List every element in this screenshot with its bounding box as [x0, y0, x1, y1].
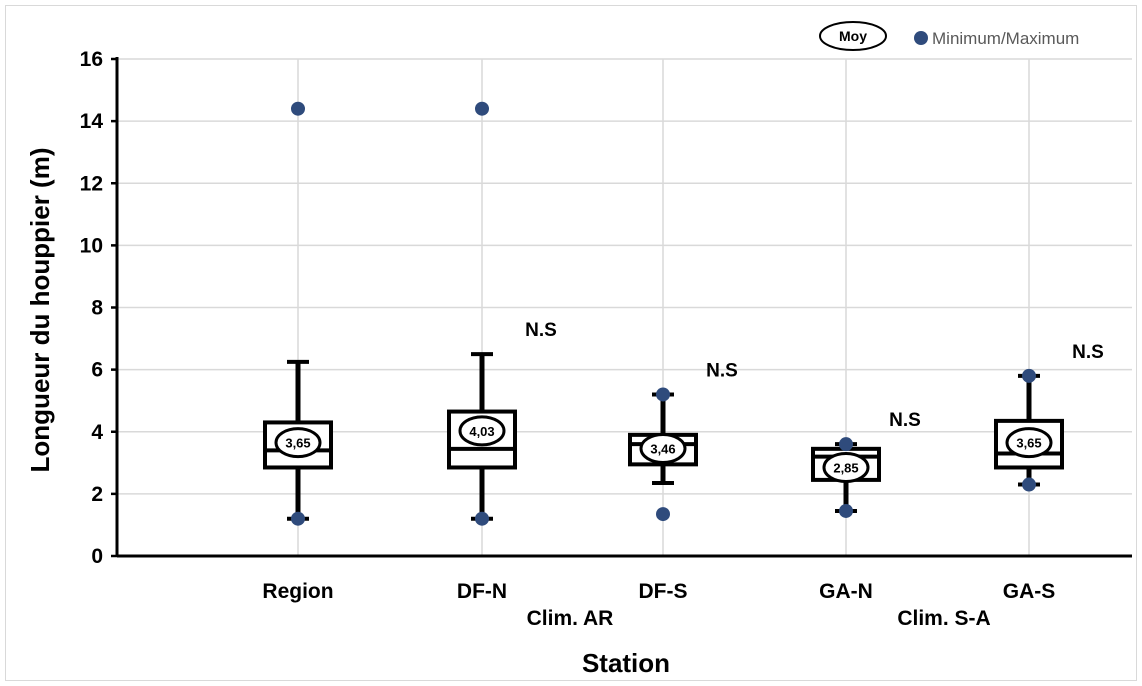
mean-label: 3,65	[285, 436, 310, 451]
y-tick-label: 12	[80, 172, 103, 195]
y-tick-label: 16	[80, 48, 103, 71]
min-point	[839, 503, 853, 518]
mean-label: 3,65	[1016, 436, 1041, 451]
y-tick-label: 4	[91, 421, 103, 444]
mean-marker	[274, 427, 322, 459]
box-series: 3,65 4,03 N.S 3,46 N.S 2,85 N.S 3,65 N.S	[263, 101, 1104, 526]
y-tick-label: 8	[91, 297, 103, 320]
axes	[111, 57, 1132, 558]
y-axis-title: Longueur du houppier (m)	[25, 148, 55, 473]
mean-marker	[639, 433, 687, 465]
box-ga-n: 2,85 N.S	[811, 410, 921, 518]
group-label: Clim. S-A	[897, 607, 990, 630]
y-tick-label: 2	[91, 483, 103, 506]
mean-label: 4,03	[469, 424, 494, 439]
chart-border	[5, 5, 1137, 681]
significance-label: N.S	[889, 410, 921, 431]
legend-mean-label: Moy	[839, 28, 867, 44]
x-tick-label: GA-S	[1003, 580, 1056, 603]
x-tick-label: Region	[262, 580, 333, 603]
y-tick-label: 6	[91, 359, 103, 382]
mean-marker	[1005, 427, 1053, 459]
y-tick-label: 10	[80, 234, 103, 257]
axis-labels: 0 2 4 6 8 10 12 14 16 Region DF-N DF-S GA-N GA-S Clim.…	[80, 48, 1056, 630]
min-point	[656, 507, 670, 522]
legend-minmax-label: Minimum/Maximum	[932, 29, 1079, 48]
box-region: 3,65	[263, 101, 333, 526]
max-point	[291, 101, 305, 116]
x-tick-label: GA-N	[819, 580, 873, 603]
box-df-n: 4,03 N.S	[447, 101, 557, 526]
min-point	[475, 511, 489, 526]
mean-label: 3,46	[650, 442, 675, 457]
max-point	[839, 437, 853, 452]
max-point	[1022, 368, 1036, 383]
legend-minmax-marker	[914, 31, 928, 45]
significance-label: N.S	[706, 360, 738, 381]
significance-label: N.S	[525, 320, 557, 341]
x-tick-label: DF-N	[457, 580, 507, 603]
mean-marker	[822, 451, 870, 483]
max-point	[656, 387, 670, 402]
mean-marker	[458, 415, 506, 447]
y-tick-label: 0	[91, 545, 103, 568]
significance-label: N.S	[1072, 342, 1104, 363]
group-label: Clim. AR	[527, 607, 614, 630]
legend-mean-marker	[819, 21, 887, 51]
max-point	[475, 101, 489, 116]
min-point	[291, 511, 305, 526]
x-axis-title: Station	[582, 648, 670, 678]
x-tick-label: DF-S	[639, 580, 688, 603]
y-tick-label: 14	[80, 110, 104, 133]
box-df-s: 3,46 N.S	[628, 360, 738, 522]
legend: Moy Minimum/Maximum	[819, 21, 1079, 51]
mean-label: 2,85	[833, 460, 858, 475]
box-ga-s: 3,65 N.S	[994, 342, 1104, 492]
min-point	[1022, 477, 1036, 492]
